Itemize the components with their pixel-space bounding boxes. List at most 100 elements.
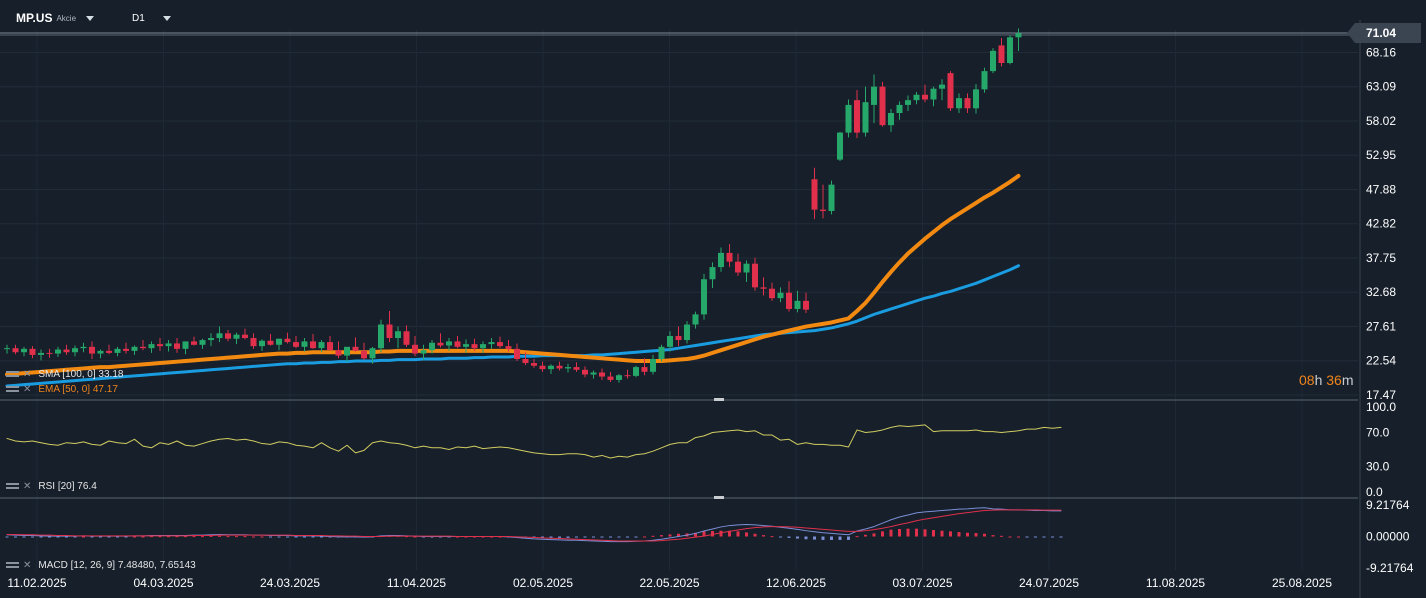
macd-histogram-bar — [966, 532, 969, 537]
macd-histogram-bar — [804, 536, 808, 540]
macd-histogram-bar — [218, 535, 221, 537]
candle-bearish — [250, 338, 257, 347]
candle-bullish — [590, 372, 597, 375]
countdown-hours: 08 — [1299, 372, 1315, 388]
candle-bearish — [531, 363, 537, 366]
macd-histogram-bar — [141, 536, 145, 538]
macd-histogram-bar — [1017, 536, 1020, 538]
remove-icon[interactable]: ✕ — [23, 369, 32, 380]
candle-bullish — [1015, 33, 1022, 38]
ema-line — [5, 173, 1021, 377]
time-axis-label: 11.02.2025 — [7, 576, 66, 590]
ema-legend[interactable]: ✕ EMA [50, 0] 47.17 — [6, 384, 118, 395]
macd-histogram-bar — [192, 536, 196, 538]
indicator-settings-icon[interactable] — [6, 371, 19, 378]
candle-bearish — [89, 346, 95, 354]
candle-bearish — [454, 341, 461, 347]
remove-icon[interactable]: ✕ — [23, 481, 32, 492]
candle-bullish — [650, 358, 656, 372]
candle-bullish — [565, 367, 571, 369]
macd-histogram-bar — [150, 536, 153, 538]
macd-histogram-bar — [303, 536, 306, 538]
candle-bullish — [259, 340, 265, 347]
macd-histogram-bar — [413, 536, 417, 538]
macd-histogram-bar — [881, 531, 884, 537]
candle-bullish — [777, 292, 784, 299]
macd-histogram-bar — [48, 536, 51, 538]
candle-bullish — [463, 344, 469, 347]
symbol-selector[interactable]: MP.US Akcie — [16, 8, 95, 28]
rsi-axis-label: 70.0 — [1366, 426, 1390, 440]
macd-histogram-bar — [235, 536, 238, 538]
candle-bullish — [718, 252, 724, 268]
candle-bullish — [97, 350, 104, 354]
candle-bullish — [973, 89, 979, 109]
candle-bullish — [1007, 37, 1013, 64]
candle-bullish — [55, 349, 61, 354]
candle-bullish — [21, 348, 27, 353]
candle-bearish — [327, 342, 333, 351]
pane-resize-handle — [714, 398, 724, 401]
macd-label: MACD [12, 26, 9] 7.48480, 7.65143 — [38, 560, 196, 571]
chevron-down-icon — [162, 15, 171, 21]
candle-bullish — [709, 267, 716, 280]
indicator-settings-icon[interactable] — [6, 483, 19, 490]
candle-bullish — [38, 352, 44, 355]
macd-histogram-bar — [796, 536, 799, 539]
candle-bearish — [769, 288, 775, 299]
rsi-axis-label: 100.0 — [1366, 400, 1396, 414]
candle-bearish — [335, 350, 342, 356]
candle-bearish — [599, 372, 605, 377]
candle-bullish — [871, 86, 877, 105]
candle-bearish — [760, 287, 767, 289]
candle-bearish — [922, 94, 928, 100]
candle-bearish — [63, 349, 70, 353]
candle-bullish — [701, 279, 707, 315]
indicator-settings-icon[interactable] — [6, 562, 19, 569]
timeframe-selector[interactable]: D1 — [132, 8, 171, 28]
candle-bullish — [369, 348, 376, 359]
candle-bullish — [684, 324, 690, 341]
candle-countdown: 08h 36m — [1299, 372, 1354, 388]
candle-bearish — [310, 341, 316, 349]
countdown-hours-unit: h — [1314, 372, 1323, 388]
price-axis-label: 37.75 — [1366, 251, 1396, 265]
rsi-legend[interactable]: ✕ RSI [20] 76.4 — [6, 481, 97, 492]
macd-histogram-bar — [779, 536, 782, 538]
indicator-settings-icon[interactable] — [6, 386, 19, 393]
macd-histogram-bar — [184, 536, 187, 538]
remove-icon[interactable]: ✕ — [23, 560, 32, 571]
time-axis-label: 04.03.2025 — [133, 576, 193, 590]
candle-bearish — [12, 348, 19, 353]
candle-bearish — [352, 346, 359, 351]
macd-histogram-bar — [82, 536, 85, 538]
candle-bullish — [837, 132, 843, 160]
macd-histogram-bar — [107, 536, 111, 538]
sma-legend[interactable]: ✕ SMA [100, 0] 33.18 — [6, 369, 123, 380]
macd-histogram-bar — [260, 536, 264, 538]
time-axis-label: 03.07.2025 — [892, 576, 952, 590]
candle-bullish — [216, 333, 223, 339]
macd-histogram-bar — [974, 533, 978, 537]
timeframe-label: D1 — [132, 12, 145, 24]
price-axis-label: 58.02 — [1366, 114, 1396, 128]
candle-bullish — [888, 113, 894, 126]
time-axis-label: 22.05.2025 — [639, 576, 699, 590]
remove-icon[interactable]: ✕ — [23, 384, 32, 395]
candle-bullish — [692, 314, 699, 325]
macd-histogram-bar — [5, 536, 9, 538]
candle-bearish — [514, 348, 520, 359]
candle-bearish — [267, 340, 274, 345]
candle-bullish — [378, 324, 384, 349]
macd-legend[interactable]: ✕ MACD [12, 26, 9] 7.48480, 7.65143 — [6, 560, 196, 571]
candle-bearish — [293, 342, 299, 347]
candle-bullish — [896, 104, 903, 114]
chevron-down-icon — [86, 15, 95, 21]
countdown-minutes-unit: m — [1341, 372, 1354, 388]
candle-bullish — [981, 71, 988, 90]
candle-bullish — [845, 104, 852, 133]
macd-histogram-bar — [158, 536, 162, 538]
candle-bearish — [123, 348, 129, 351]
candle-bearish — [46, 352, 53, 354]
